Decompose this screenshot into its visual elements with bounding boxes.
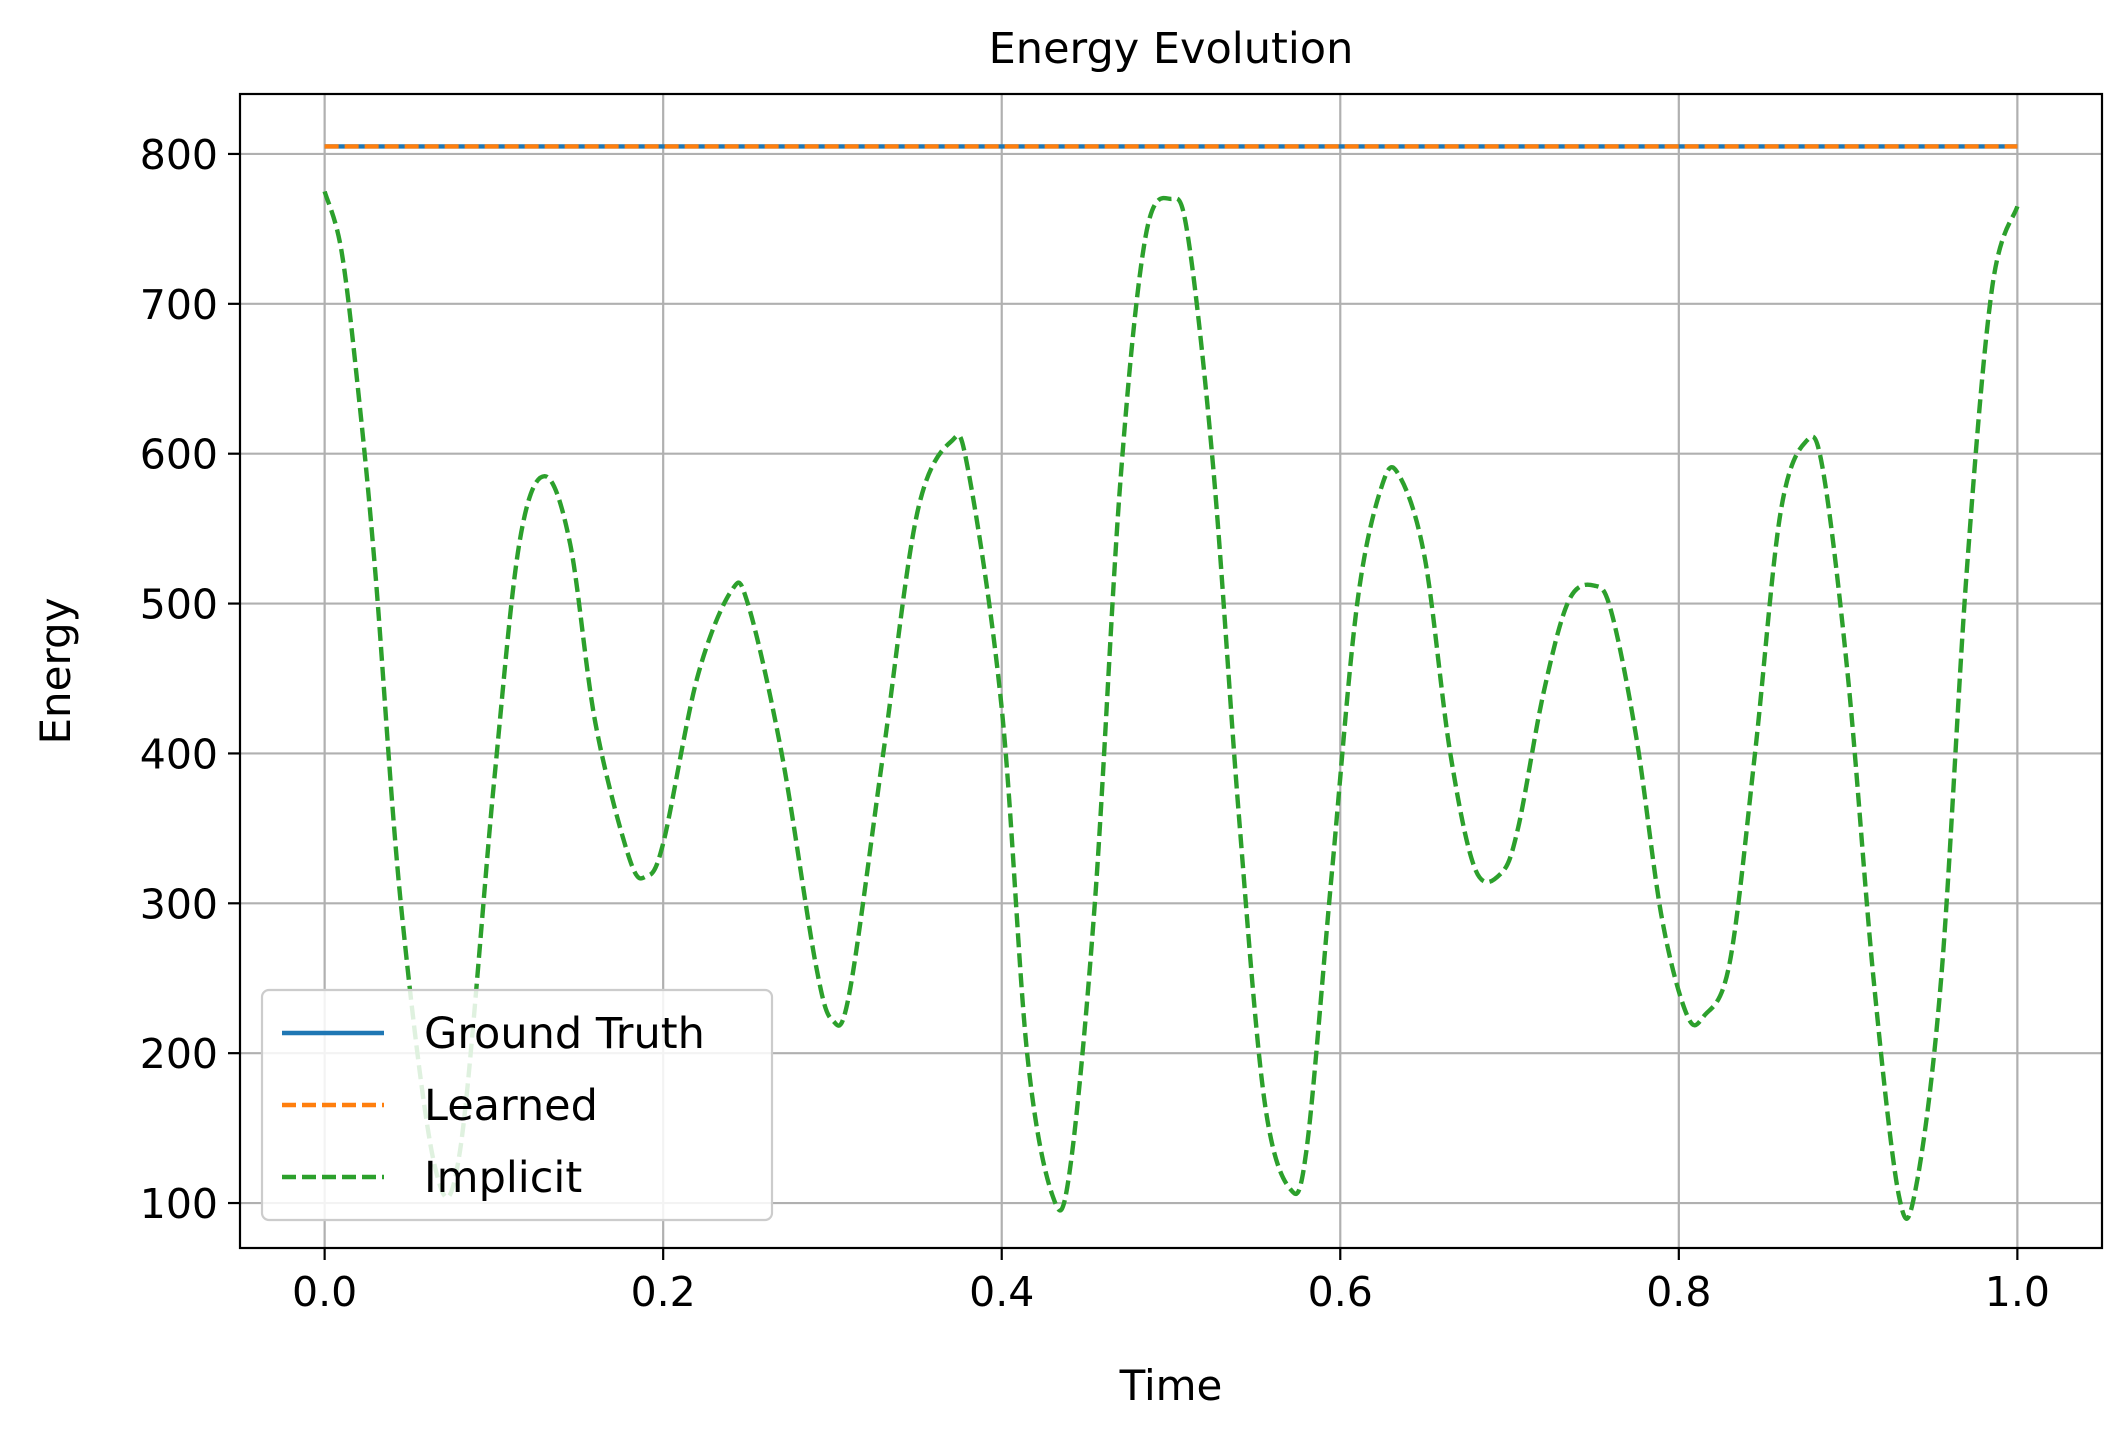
y-tick-label: 300 [140,880,218,928]
y-axis-label: Energy [31,597,80,744]
y-tick-label: 200 [140,1030,218,1078]
x-tick-label: 0.6 [1308,1268,1373,1316]
axis-ticks: 0.0 0.2 0.4 0.6 0.8 1.0 100 200 300 400 500 600 700 8… [140,131,2050,1316]
x-tick-label: 1.0 [1985,1268,2050,1316]
y-tick-label: 700 [140,281,218,329]
legend-box [260,988,774,1222]
legend-label: Ground Truth [424,1009,705,1059]
y-tick-label: 600 [140,431,218,479]
x-tick-label: 0.8 [1646,1268,1711,1316]
y-tick-label: 500 [140,581,218,629]
x-tick-label: 0.4 [969,1268,1034,1316]
legend-label: Implicit [424,1153,582,1203]
x-tick-label: 0.0 [292,1268,357,1316]
y-tick-label: 100 [140,1180,218,1228]
x-tick-label: 0.2 [631,1268,696,1316]
chart-title: Energy Evolution [989,24,1354,74]
y-tick-label: 800 [140,131,218,179]
y-tick-label: 400 [140,730,218,778]
series-line-implicit [322,190,2020,1221]
legend: Ground Truth Learned Implicit [260,988,774,1222]
x-axis-label: Time [1119,1361,1223,1410]
grid-lines [240,94,2102,1248]
series-lines [322,144,2020,1221]
plot-frame [238,92,2104,1250]
legend-label: Learned [424,1081,598,1131]
